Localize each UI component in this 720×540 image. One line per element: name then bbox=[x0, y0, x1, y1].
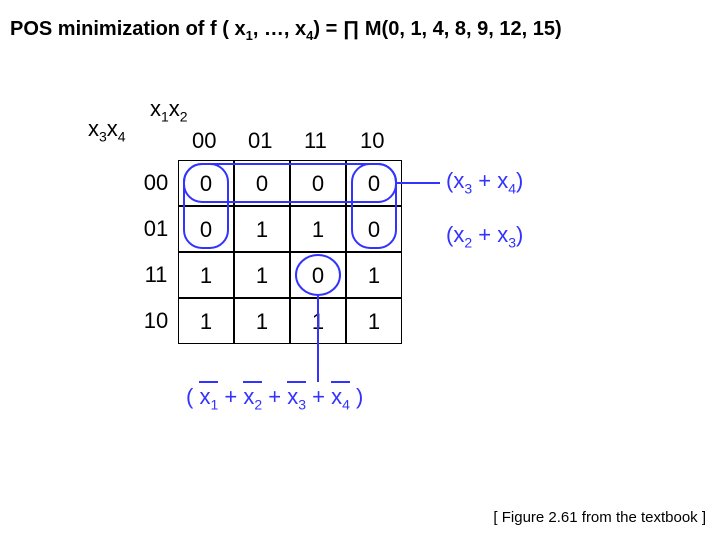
col-var-x2: x bbox=[169, 96, 180, 121]
b-x4: x4 bbox=[331, 384, 350, 409]
b-close: ) bbox=[350, 384, 363, 409]
row-var-x2: x bbox=[107, 116, 118, 141]
cell-2-2: 0 bbox=[290, 252, 346, 298]
cell-2-1: 1 bbox=[234, 252, 290, 298]
r2-s1: 2 bbox=[464, 234, 472, 250]
row-var-4: 4 bbox=[118, 128, 126, 144]
b-x2-t: x bbox=[243, 384, 254, 409]
cell-1-0: 0 bbox=[178, 206, 234, 252]
cell-2-3: 1 bbox=[346, 252, 402, 298]
row-var-x: x bbox=[88, 116, 99, 141]
col-header-3: 10 bbox=[360, 128, 384, 154]
title-suffix: ) = ∏ M(0, 1, 4, 8, 9, 12, 15) bbox=[313, 18, 561, 40]
cell-0-0: 0 bbox=[178, 160, 234, 206]
col-var-2: 2 bbox=[180, 108, 188, 124]
col-var-label: x1x2 bbox=[150, 96, 188, 124]
b-s4: 4 bbox=[342, 396, 350, 412]
r2-s2: 3 bbox=[508, 234, 516, 250]
b-x1: x1 bbox=[199, 384, 218, 409]
b-p3: + bbox=[306, 384, 331, 409]
term-x2-plus-x3: (x2 + x3) bbox=[446, 222, 523, 250]
term-x3-plus-x4: (x3 + x4) bbox=[446, 168, 523, 196]
cell-1-3: 0 bbox=[346, 206, 402, 252]
title-prefix: POS minimization of f ( x bbox=[10, 18, 246, 40]
col-header-2: 11 bbox=[304, 128, 327, 154]
cell-0-3: 0 bbox=[346, 160, 402, 206]
b-x2: x2 bbox=[243, 384, 262, 409]
row-var-label: x3x4 bbox=[88, 116, 126, 144]
row-header-1: 01 bbox=[138, 216, 174, 242]
b-p1: + bbox=[218, 384, 243, 409]
b-p2: + bbox=[262, 384, 287, 409]
cell-0-2: 0 bbox=[290, 160, 346, 206]
source-note: [ Figure 2.61 from the textbook ] bbox=[493, 509, 706, 526]
col-var-1: 1 bbox=[161, 108, 169, 124]
b-x4-t: x bbox=[331, 384, 342, 409]
cell-3-2: 1 bbox=[290, 298, 346, 344]
term-all-complement: ( x1 + x2 + x3 + x4 ) bbox=[186, 384, 363, 412]
title-mid: , …, x bbox=[253, 18, 306, 40]
r2-x1: x bbox=[453, 222, 464, 247]
cell-3-1: 1 bbox=[234, 298, 290, 344]
r1-s2: 4 bbox=[508, 180, 516, 196]
col-var-x: x bbox=[150, 96, 161, 121]
title-sub1: 1 bbox=[246, 28, 253, 43]
row-header-2: 11 bbox=[138, 262, 174, 288]
cell-2-0: 1 bbox=[178, 252, 234, 298]
cell-1-2: 1 bbox=[290, 206, 346, 252]
r2-plus: + x bbox=[472, 222, 508, 247]
cell-3-3: 1 bbox=[346, 298, 402, 344]
b-s3: 3 bbox=[298, 396, 306, 412]
col-header-0: 00 bbox=[192, 128, 216, 154]
b-x3-t: x bbox=[287, 384, 298, 409]
r1-s1: 3 bbox=[464, 180, 472, 196]
cell-0-1: 0 bbox=[234, 160, 290, 206]
col-header-1: 01 bbox=[248, 128, 272, 154]
r2-close: ) bbox=[516, 222, 523, 247]
r1-x1: x bbox=[453, 168, 464, 193]
row-header-3: 10 bbox=[138, 308, 174, 334]
b-s1: 1 bbox=[210, 396, 218, 412]
cell-3-0: 1 bbox=[178, 298, 234, 344]
r1-close: ) bbox=[516, 168, 523, 193]
row-var-3: 3 bbox=[99, 128, 107, 144]
page-title: POS minimization of f ( x1, …, x4) = ∏ M… bbox=[10, 18, 562, 43]
cell-1-1: 1 bbox=[234, 206, 290, 252]
b-s2: 2 bbox=[254, 396, 262, 412]
b-open: ( bbox=[186, 384, 199, 409]
b-x3: x3 bbox=[287, 384, 306, 409]
r1-plus: + x bbox=[472, 168, 508, 193]
row-header-0: 00 bbox=[138, 170, 174, 196]
b-x1-t: x bbox=[199, 384, 210, 409]
